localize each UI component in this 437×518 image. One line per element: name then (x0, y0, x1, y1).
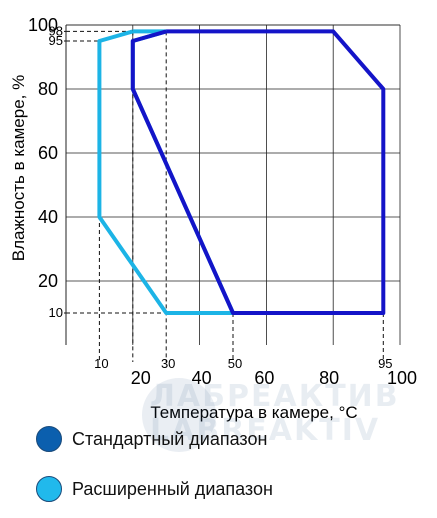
watermark-line1: ЛАБРЕАКТИВ (150, 379, 400, 414)
reference-lines (64, 30, 384, 362)
y-tick-label-98: 98 (49, 23, 63, 38)
legend-item-extended: Расширенный диапазон (36, 476, 273, 502)
x-tick-label-40: 40 (192, 368, 212, 388)
x-tick-label-100: 100 (387, 368, 417, 388)
legend-label-standard: Стандартный диапазон (72, 428, 268, 449)
x-tick-label-60: 60 (254, 368, 274, 388)
x-minor-tick-label-30: 30 (161, 356, 175, 371)
y-axis-label: Влажность в камере, % (9, 75, 28, 261)
x-minor-tick-label-50: 50 (228, 356, 242, 371)
x-minor-tick-label-10: 10 (94, 356, 108, 371)
series-layer (97, 29, 386, 315)
legend-swatch-standard (36, 426, 62, 452)
y-tick-label-20: 20 (38, 271, 58, 291)
x-tick-label-80: 80 (319, 368, 339, 388)
y-tick-label-95: 95 (49, 33, 63, 48)
legend-swatch-extended (36, 476, 62, 502)
y-tick-label-10: 10 (49, 305, 63, 320)
y-tick-label-100: 100 (28, 15, 58, 35)
series-line-standard (130, 29, 386, 315)
watermark: ЛАБРЕАКТИВ LABREAKTIV (150, 380, 400, 448)
x-tick-label-20: 20 (131, 368, 151, 388)
grid (66, 24, 401, 345)
y-tick-label-40: 40 (38, 207, 58, 227)
watermark-logo (142, 378, 216, 452)
axes (65, 24, 400, 345)
legend-label-extended: Расширенный диапазон (72, 478, 273, 499)
watermark-line2: LABREAKTIV (150, 413, 381, 448)
x-minor-tick-label-95: 95 (378, 356, 392, 371)
x-axis-label: Температура в камере, °C (150, 403, 357, 422)
y-tick-label-60: 60 (38, 143, 58, 163)
legend-item-standard: Стандартный диапазон (36, 426, 267, 452)
y-tick-label-80: 80 (38, 79, 58, 99)
